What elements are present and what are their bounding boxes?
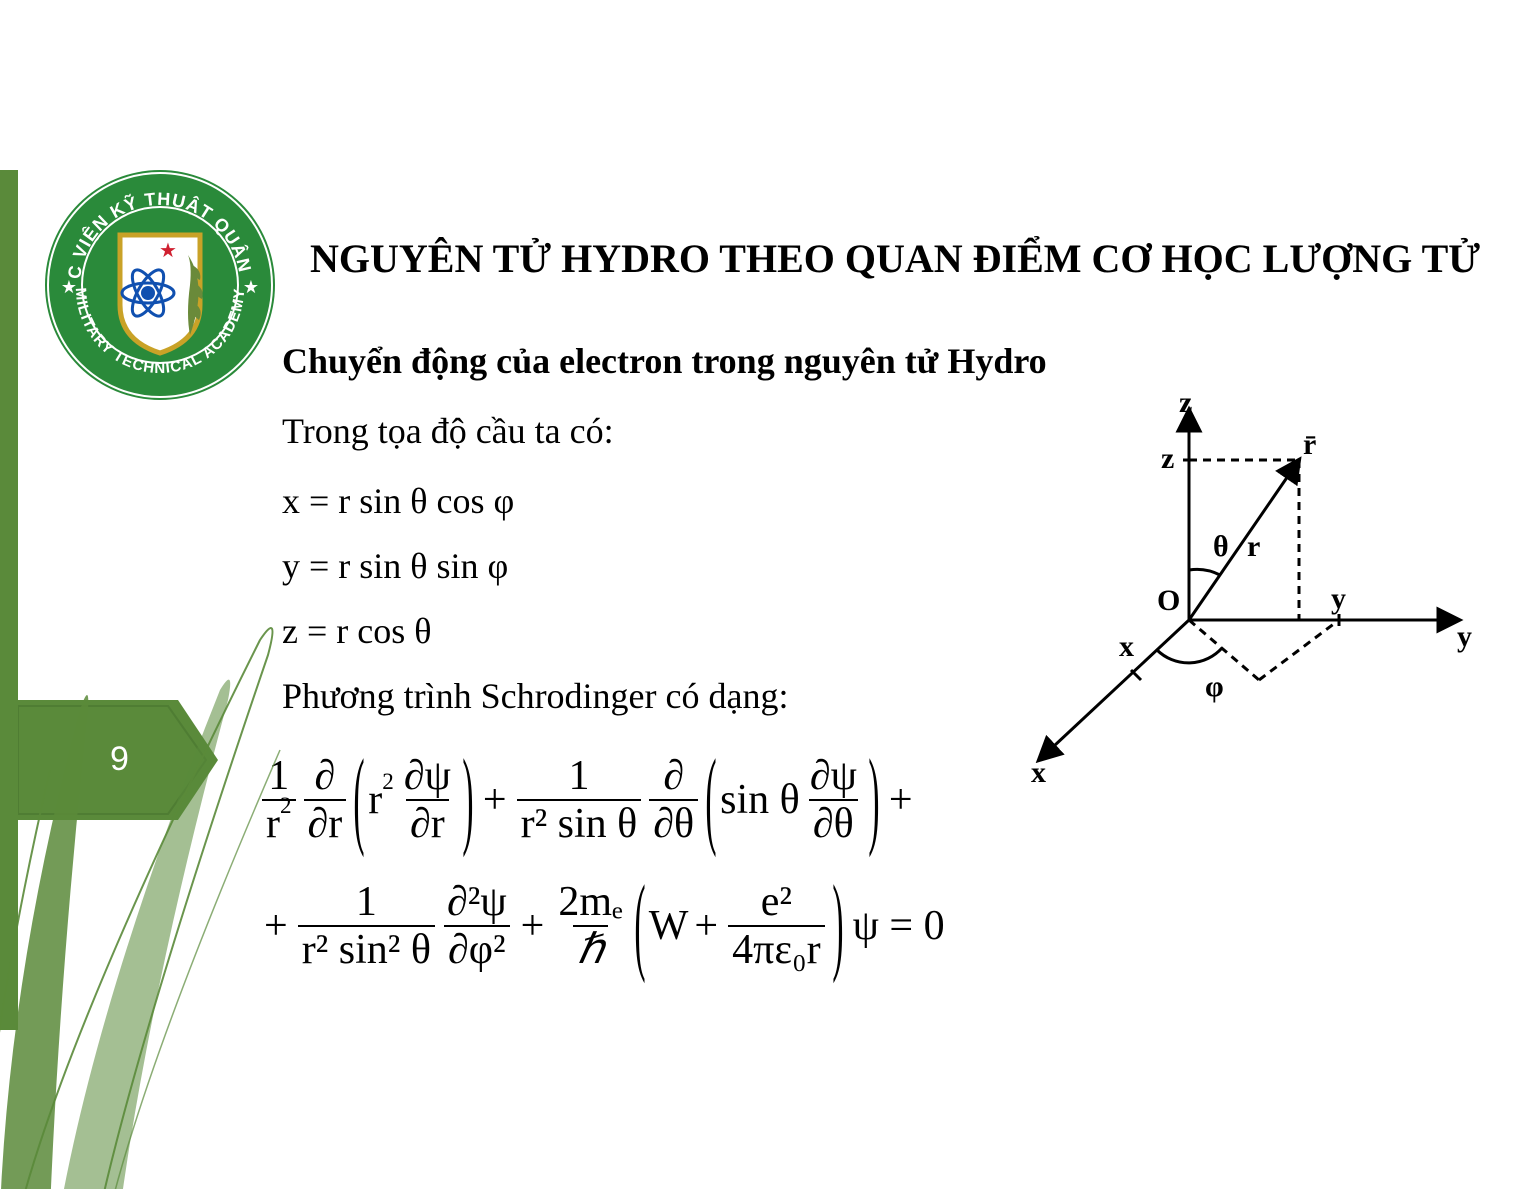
slide-subtitle: Chuyển động của electron trong nguyên tử… xyxy=(282,340,1047,382)
label-phi: φ xyxy=(1205,670,1224,704)
schrodinger-equation: 1 r2 ∂ ∂r ( r2 ∂ψ ∂r ) + 1 r² sin θ ∂ ∂θ… xyxy=(258,740,945,986)
t1-in-b-den: ∂r xyxy=(406,799,449,845)
label-origin: O xyxy=(1157,584,1180,618)
t2-in-b-den: ∂θ xyxy=(809,799,858,845)
t3-coef-den: r² sin² θ xyxy=(298,925,435,971)
t1-coef-den-base: r xyxy=(266,801,280,847)
label-x-axis: x xyxy=(1031,756,1046,790)
t4-in-b-den: 4πε₀r xyxy=(728,925,824,971)
label-r-vec: r̄ xyxy=(1303,428,1316,462)
t1-in-a-base: r xyxy=(368,777,382,823)
equation-y: y = r sin θ sin φ xyxy=(282,545,508,587)
equation-z: z = r cos θ xyxy=(282,610,432,652)
t4-coef-num: 2mₑ xyxy=(554,881,626,925)
t2-in-b-num: ∂ψ xyxy=(806,755,861,799)
t1-d-num: ∂ xyxy=(311,755,340,799)
equation-x: x = r sin θ cos φ xyxy=(282,480,514,522)
institution-logo: HỌC VIỆN KỸ THUẬT QUÂN SỰ MILITARY TECHN… xyxy=(40,165,280,405)
left-accent-bar xyxy=(0,170,18,1030)
label-x-proj: x xyxy=(1119,630,1134,664)
t3-coef-num: 1 xyxy=(352,881,381,925)
t1-in-b-num: ∂ψ xyxy=(400,755,455,799)
label-z-proj: z xyxy=(1161,442,1174,476)
plus-5: + xyxy=(694,905,718,947)
t4-in-b-num: e² xyxy=(757,881,796,925)
plus-2: + xyxy=(889,779,913,821)
t2-d-num: ∂ xyxy=(659,755,688,799)
t1-coef-den-exp: 2 xyxy=(280,792,292,818)
t1-in-a-exp: 2 xyxy=(382,768,394,794)
plus-4: + xyxy=(521,905,545,947)
t1-d-den: ∂r xyxy=(304,799,347,845)
t4-coef-den: ℏ xyxy=(573,925,608,971)
tail: ψ = 0 xyxy=(853,905,945,947)
t2-in-a: sin θ xyxy=(720,779,800,821)
label-r-mag: r xyxy=(1247,530,1260,564)
label-theta: θ xyxy=(1213,530,1229,564)
spherical-coordinate-diagram: z z r̄ r θ O y y x φ x xyxy=(1019,390,1479,790)
label-y-axis: y xyxy=(1457,620,1472,654)
t2-coef-num: 1 xyxy=(564,755,593,799)
logo-bullet-right: ★ xyxy=(243,277,259,297)
plus-3: + xyxy=(264,905,288,947)
logo-bullet-left: ★ xyxy=(61,277,77,297)
t3-d-den: ∂φ² xyxy=(444,925,510,971)
intro-line: Trong tọa độ cầu ta có: xyxy=(282,410,614,452)
t4-in-a: W xyxy=(649,905,689,947)
label-y-proj: y xyxy=(1331,582,1346,616)
plus-1: + xyxy=(483,779,507,821)
schrodinger-label: Phương trình Schrodinger có dạng: xyxy=(282,675,788,717)
label-z-axis: z xyxy=(1179,386,1192,420)
page-number: 9 xyxy=(110,740,129,779)
t2-coef-den: r² sin θ xyxy=(517,799,642,845)
t3-d-num: ∂²ψ xyxy=(443,881,511,925)
t2-d-den: ∂θ xyxy=(649,799,698,845)
slide-title: NGUYÊN TỬ HYDRO THEO QUAN ĐIỂM CƠ HỌC LƯ… xyxy=(310,235,1480,282)
svg-text:★: ★ xyxy=(159,240,177,262)
